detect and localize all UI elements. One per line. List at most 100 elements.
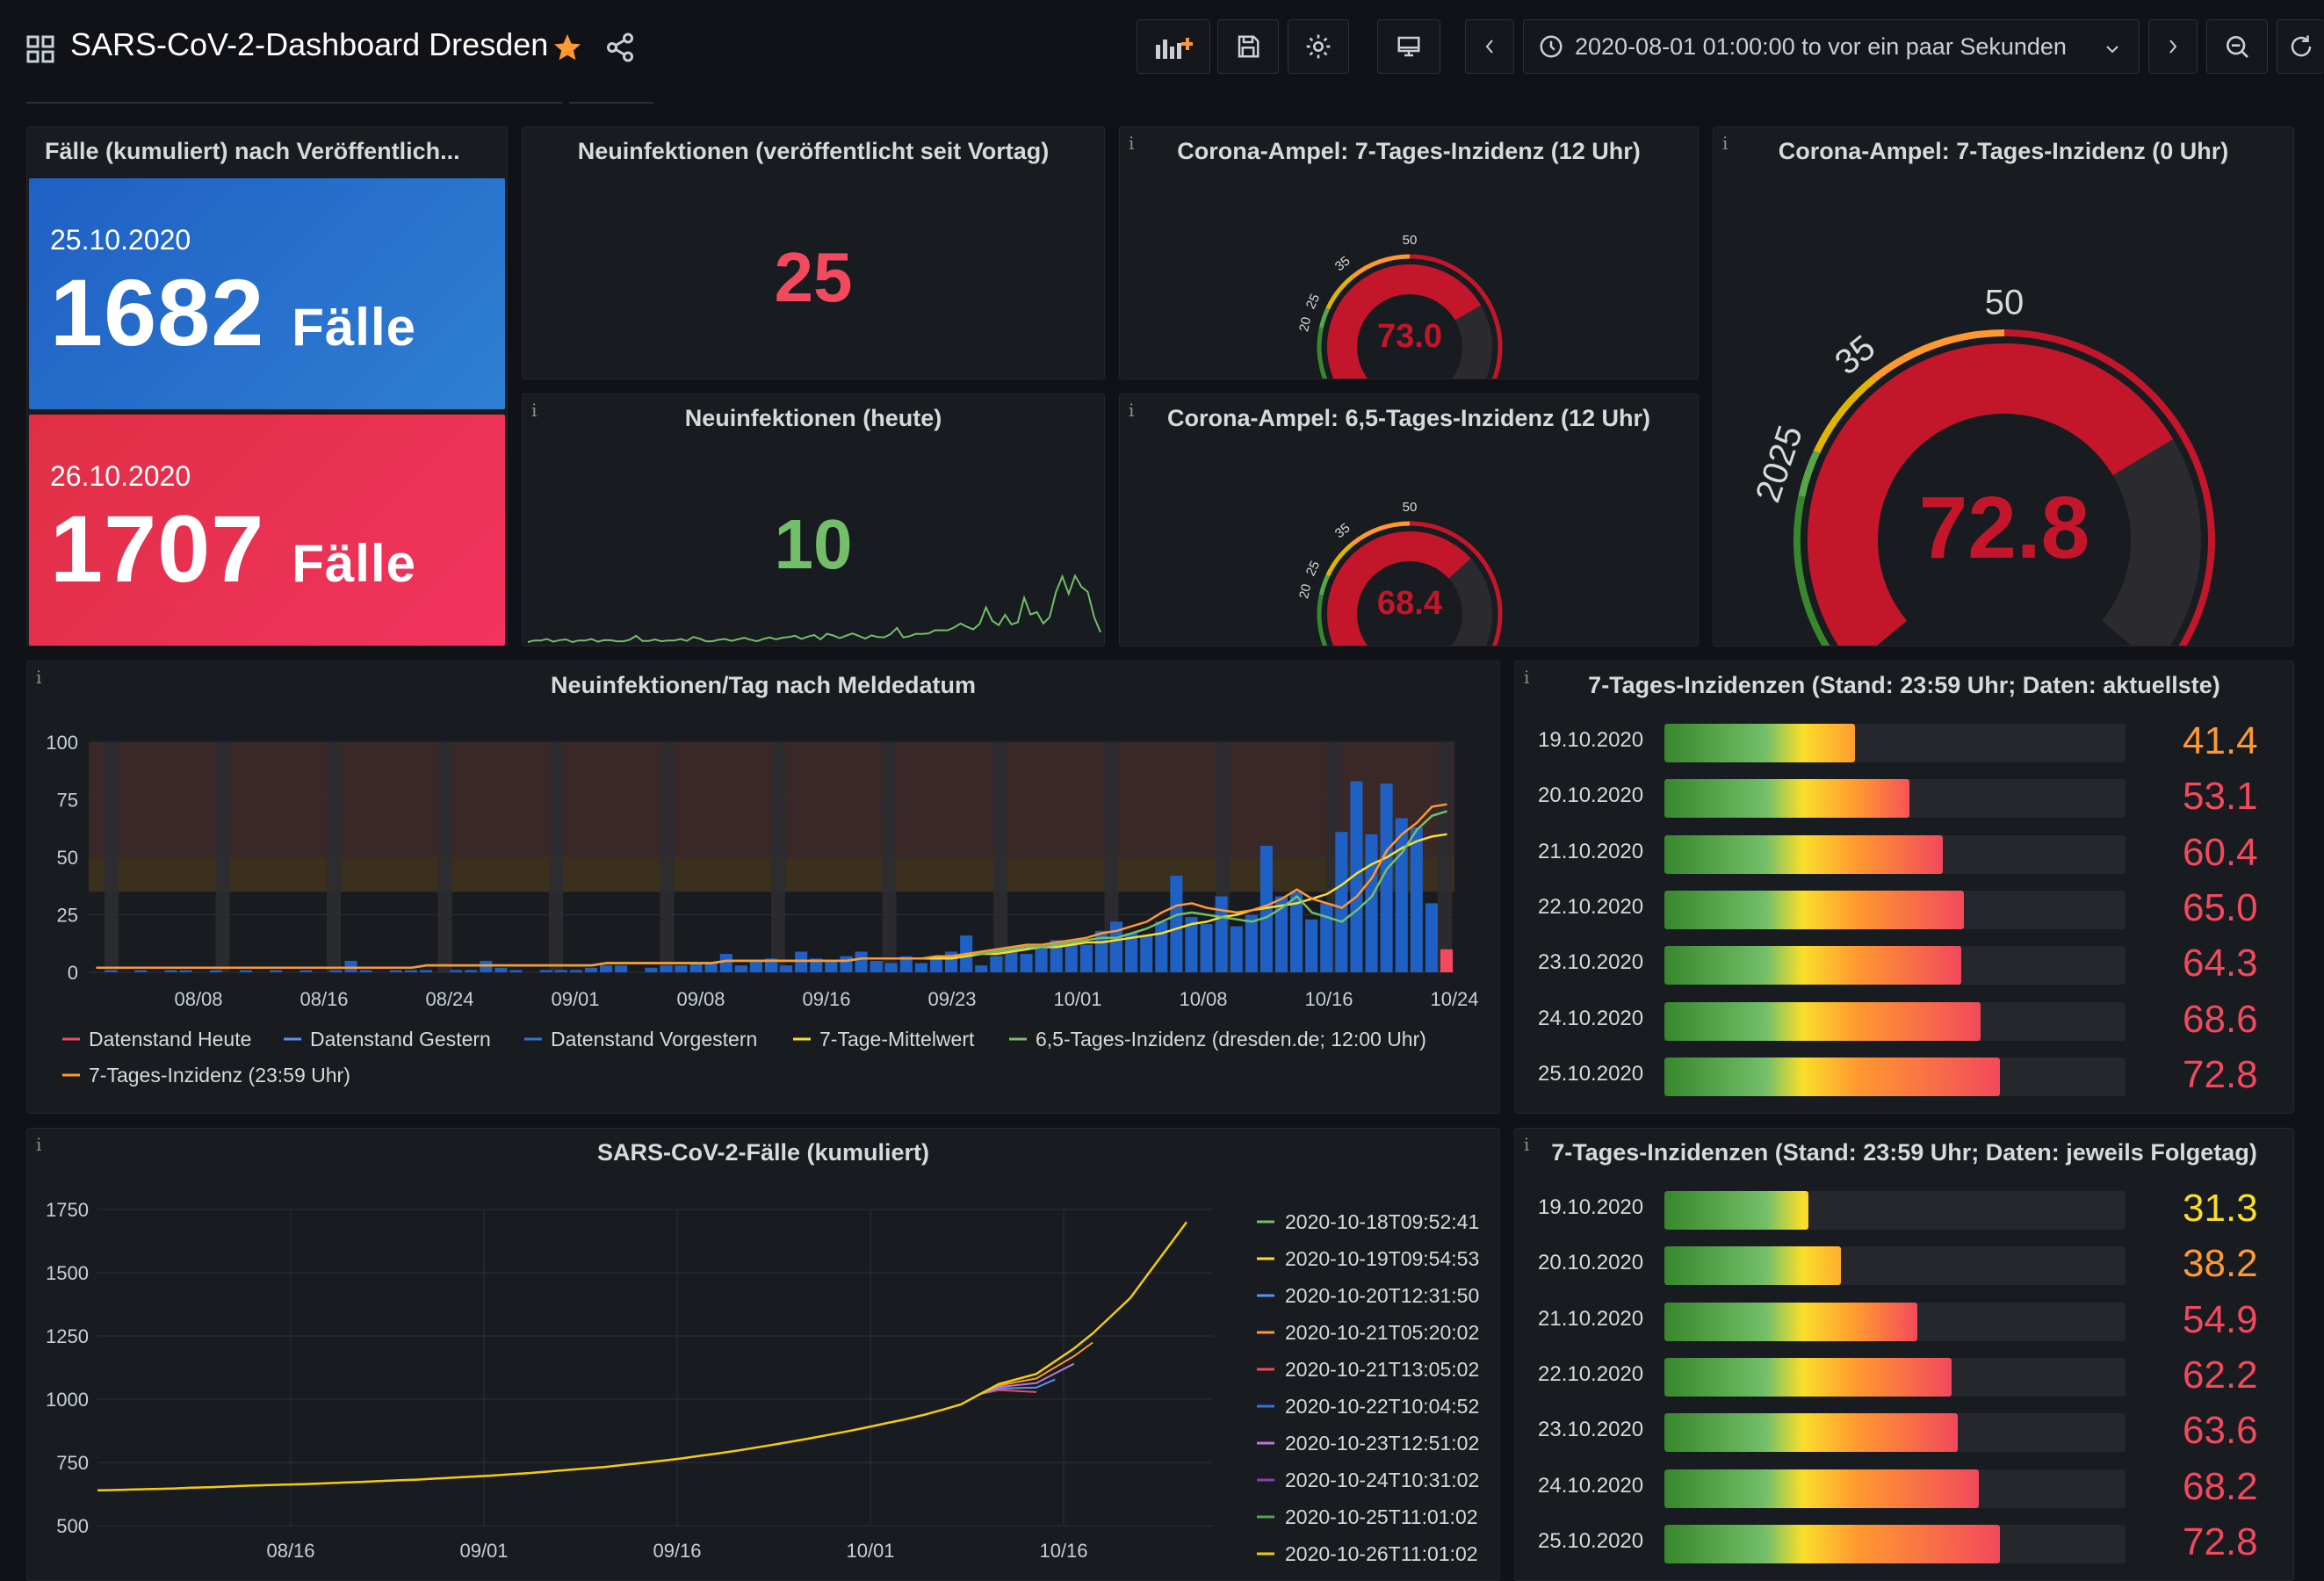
row-value: 63.6 [2183, 1409, 2258, 1453]
bar [1170, 875, 1183, 972]
y-tick-label: 0 [68, 962, 78, 984]
row-date: 23.10.2020 [1538, 950, 1644, 975]
bar-gauge-list: 19.10.2020 41.4 20.10.2020 53.1 21.10.2020 60… [1515, 714, 2293, 1109]
info-icon[interactable]: i [36, 1134, 42, 1155]
bar-gauge-row: 25.10.2020 72.8 [1515, 1515, 2293, 1568]
bar-gauge-row: 24.10.2020 68.6 [1515, 993, 2293, 1045]
panel-title[interactable]: Neuinfektionen (veröffentlicht seit Vort… [577, 138, 1050, 164]
info-icon[interactable]: i [1129, 133, 1135, 154]
bar [1305, 919, 1318, 972]
bar-fill [1664, 779, 1909, 819]
bar [1035, 947, 1048, 972]
refresh-button[interactable] [2277, 19, 2324, 74]
cumulative-cases-chart-panel: i SARS-CoV-2-Fälle (kumuliert) 500 750 100… [26, 1128, 1500, 1581]
bar [569, 970, 582, 972]
bar [1109, 921, 1123, 972]
row-date: 23.10.2020 [1538, 1418, 1644, 1442]
gauge-threshold [1351, 254, 1411, 278]
x-tick-label: 08/16 [266, 1540, 314, 1562]
daily-chart: 0 25 50 75 100 08/08 08/16 08/24 09/01 09/08 09/16… [46, 732, 1478, 1086]
tv-mode-button[interactable] [1377, 19, 1440, 74]
collapsed-row-strip-2 [569, 93, 653, 104]
bar [1245, 914, 1258, 972]
panel-title[interactable]: Fälle (kumuliert) nach Veröffentlich... [45, 138, 460, 164]
x-tick-label: 09/16 [802, 988, 850, 1010]
panel-title[interactable]: 7-Tages-Inzidenzen (Stand: 23:59 Uhr; Da… [1551, 1139, 2257, 1166]
dashboard-grid-icon[interactable] [26, 35, 54, 63]
gauge-threshold [1794, 495, 1830, 646]
bar [465, 970, 478, 972]
x-tick-label: 10/16 [1304, 988, 1353, 1010]
gauge-threshold [1813, 376, 1877, 454]
dashboard-title[interactable]: SARS-CoV-2-Dashboard Dresden [70, 26, 549, 62]
save-button[interactable] [1217, 19, 1279, 74]
gauge-threshold [1872, 329, 2005, 382]
stat-number: 1682 [50, 259, 265, 365]
y-tick-label: 50 [57, 847, 78, 869]
bar [1365, 834, 1378, 972]
info-icon[interactable]: i [1524, 667, 1530, 688]
bar [929, 958, 943, 972]
bar-track [1664, 1302, 2126, 1341]
gauge-7day-12h-panel: i Corona-Ampel: 7-Tages-Inzidenz (12 Uhr… [1119, 126, 1699, 379]
legend-label: Datenstand Gestern [310, 1028, 491, 1050]
row-date: 24.10.2020 [1538, 1473, 1644, 1498]
bar-gauge-row: 24.10.2020 68.2 [1515, 1460, 2293, 1512]
panel-title[interactable]: Corona-Ampel: 7-Tages-Inzidenz (0 Uhr) [1778, 138, 2229, 164]
panel-title[interactable]: 7-Tages-Inzidenzen (Stand: 23:59 Uhr; Da… [1588, 672, 2220, 698]
panel-title[interactable]: SARS-CoV-2-Fälle (kumuliert) [596, 1139, 930, 1166]
top-bar: SARS-CoV-2-Dashboard Dresden 2020-08-01 … [0, 0, 2324, 95]
bar [1185, 917, 1198, 972]
row-date: 25.10.2020 [1538, 1528, 1644, 1553]
bar-track [1664, 1413, 2126, 1453]
bar-fill [1664, 1302, 1918, 1341]
bar [810, 958, 823, 972]
legend-label: 2020-10-26T11:01:02 [1285, 1542, 1478, 1565]
panel-title[interactable]: Neuinfektionen/Tag nach Meldedatum [550, 672, 977, 698]
bar [645, 967, 658, 972]
time-back-button[interactable] [1465, 19, 1514, 74]
bar-fill [1664, 1357, 1952, 1397]
time-range-label: 2020-08-01 01:00:00 to vor ein paar Seku… [1575, 32, 2067, 60]
bar [780, 965, 793, 972]
gauge-threshold [1409, 254, 1503, 379]
gauge: 02025355010068.4 [1296, 500, 1503, 646]
panel-title[interactable]: Corona-Ampel: 6,5-Tages-Inzidenz (12 Uhr… [1166, 405, 1651, 431]
row-value: 65.0 [2183, 885, 2258, 929]
info-icon[interactable]: i [1722, 133, 1729, 154]
gauge-threshold [1317, 594, 1328, 646]
info-icon[interactable]: i [1129, 400, 1135, 421]
bar [1005, 951, 1018, 972]
star-icon[interactable] [552, 32, 583, 63]
x-tick-label: 09/16 [653, 1540, 701, 1562]
cumulative-chart: 500 750 1000 1250 1500 1750 08/16 09/01 09/16 10/… [46, 1199, 1479, 1565]
time-picker[interactable]: 2020-08-01 01:00:00 to vor ein paar Seku… [1523, 19, 2140, 74]
settings-button[interactable] [1288, 19, 1349, 74]
info-icon[interactable]: i [36, 667, 42, 688]
x-tick-label: 10/01 [1053, 988, 1101, 1010]
chevron-down-icon [2104, 36, 2121, 64]
info-icon[interactable]: i [531, 400, 538, 421]
bar [689, 963, 703, 972]
bar-fill [1664, 1469, 1980, 1508]
row-value: 60.4 [2183, 830, 2258, 874]
stat-date: 25.10.2020 [50, 224, 191, 256]
time-forward-button[interactable] [2148, 19, 2198, 74]
bar [164, 970, 177, 972]
gauge-threshold [1798, 450, 1821, 497]
zoom-out-button[interactable] [2206, 19, 2268, 74]
row-value: 62.2 [2183, 1353, 2258, 1397]
info-icon[interactable]: i [1524, 1134, 1530, 1155]
bar [1290, 892, 1303, 972]
gauge: 02025355010073.0 [1296, 233, 1503, 379]
panel-title[interactable]: Corona-Ampel: 7-Tages-Inzidenz (12 Uhr) [1177, 138, 1641, 164]
row-value: 72.8 [2183, 1520, 2258, 1563]
add-panel-button[interactable] [1137, 19, 1210, 74]
bar [1140, 935, 1153, 972]
bar-fill [1664, 1057, 2001, 1096]
bar [1410, 827, 1423, 972]
share-icon[interactable] [604, 32, 636, 63]
panel-title[interactable]: Neuinfektionen (heute) [684, 405, 942, 431]
gauge-threshold [1325, 274, 1354, 310]
bar-track [1664, 1191, 2126, 1230]
